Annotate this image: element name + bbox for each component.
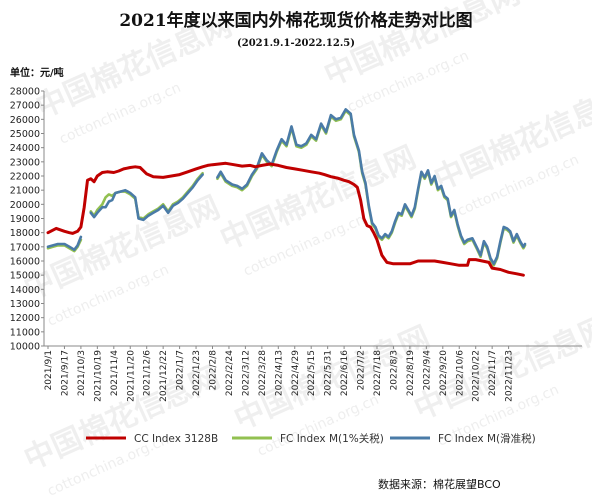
x-tick-label: 2022/2/24 bbox=[225, 350, 235, 396]
y-tick-label: 20000 bbox=[10, 200, 40, 211]
x-tick-label: 2021/12/6 bbox=[143, 350, 153, 396]
series-line-0 bbox=[46, 161, 525, 277]
y-tick-label: 26000 bbox=[10, 115, 40, 126]
x-tick-label: 2022/2/8 bbox=[209, 350, 219, 391]
x-tick-label: 2022/1/7 bbox=[176, 350, 186, 390]
y-tick-label: 11000 bbox=[10, 327, 40, 338]
x-tick-label: 2022/8/19 bbox=[406, 350, 416, 396]
series-line-2 bbox=[46, 108, 527, 266]
x-tick-label: 2022/11/23 bbox=[505, 350, 515, 402]
x-tick-label: 2022/4/13 bbox=[274, 350, 284, 396]
y-tick-label: 27000 bbox=[10, 101, 40, 112]
x-tick-label: 2022/8/3 bbox=[389, 350, 399, 390]
x-tick-label: 2022/1/23 bbox=[192, 350, 202, 396]
x-tick-label: 2021/9/17 bbox=[60, 350, 70, 396]
x-tick-label: 2021/12/22 bbox=[159, 350, 169, 402]
y-tick-label: 19000 bbox=[10, 214, 40, 225]
x-tick-label: 2022/7/18 bbox=[373, 350, 383, 396]
x-tick-label: 2022/6/16 bbox=[340, 350, 350, 396]
legend-label: CC Index 3128B bbox=[134, 433, 218, 445]
x-tick-label: 2021/10/3 bbox=[77, 350, 87, 396]
chart-title: 2021年度以来国内外棉花现货价格走势对比图 bbox=[119, 10, 472, 31]
series-layer bbox=[46, 108, 527, 277]
x-tick-label: 2022/11/7 bbox=[488, 350, 498, 396]
y-tick-label: 25000 bbox=[10, 129, 40, 140]
y-tick-label: 21000 bbox=[10, 186, 40, 197]
y-tick-label: 17000 bbox=[10, 242, 40, 253]
source-label: 数据来源：棉花展望BCO bbox=[378, 477, 501, 491]
x-tick-label: 2022/5/31 bbox=[324, 350, 334, 396]
y-tick-label: 12000 bbox=[10, 313, 40, 324]
x-tick-label: 2021/11/4 bbox=[110, 350, 120, 396]
y-tick-label: 24000 bbox=[10, 143, 40, 154]
legend-label: FC Index M(滑准税) bbox=[438, 432, 536, 445]
axes: 10000 11000 12000 13000 14000 15000 16000 17000… bbox=[10, 87, 582, 402]
x-tick-label: 2022/3/12 bbox=[241, 350, 251, 396]
x-tick-label: 2021/11/20 bbox=[126, 350, 136, 402]
chart-subtitle: (2021.9.1-2022.12.5) bbox=[237, 38, 355, 49]
y-tick-label: 23000 bbox=[10, 157, 40, 168]
y-tick-label: 14000 bbox=[10, 285, 40, 296]
y-tick-label: 28000 bbox=[10, 87, 40, 98]
x-tick-label: 2022/10/6 bbox=[455, 350, 465, 396]
y-tick-label: 13000 bbox=[10, 299, 40, 310]
y-tick-label: 15000 bbox=[10, 271, 40, 282]
watermark-layer: 中国棉花信息网cottonchina.org.cn中国棉花信息网cottonch… bbox=[19, 0, 592, 498]
y-tick-label: 22000 bbox=[10, 172, 40, 183]
legend-label: FC Index M(1%关税) bbox=[280, 432, 384, 445]
legend: CC Index 3128B FC Index M(1%关税) FC Index M… bbox=[86, 432, 536, 445]
y-tick-label: 10000 bbox=[10, 342, 40, 353]
x-tick-label: 2022/10/22 bbox=[472, 350, 482, 402]
x-tick-label: 2021/10/19 bbox=[93, 350, 103, 402]
x-tick-label: 2022/9/20 bbox=[439, 350, 449, 396]
x-tick-label: 2022/9/4 bbox=[422, 350, 432, 391]
y-tick-label: 16000 bbox=[10, 257, 40, 268]
x-tick-label: 2022/5/15 bbox=[307, 350, 317, 396]
x-tick-label: 2022/3/28 bbox=[258, 350, 268, 396]
x-tick-label: 2022/4/29 bbox=[291, 350, 301, 396]
x-tick-label: 2022/7/2 bbox=[357, 350, 367, 390]
x-tick-label: 2021/9/1 bbox=[44, 350, 54, 390]
y-tick-label: 18000 bbox=[10, 228, 40, 239]
unit-label: 单位：元/吨 bbox=[10, 66, 64, 79]
